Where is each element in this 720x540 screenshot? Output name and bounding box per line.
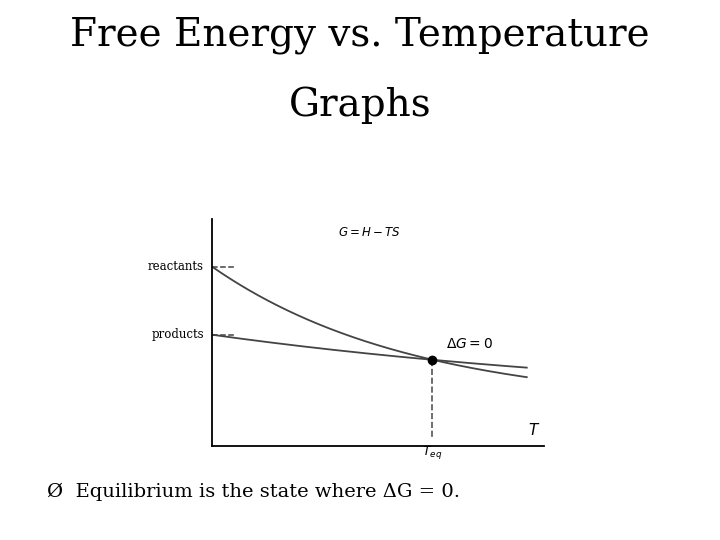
Text: products: products <box>151 328 204 341</box>
Text: Ø  Equilibrium is the state where ΔG = 0.: Ø Equilibrium is the state where ΔG = 0. <box>47 482 460 501</box>
Text: $\Delta G = 0$: $\Delta G = 0$ <box>446 336 493 350</box>
Text: Free Energy vs. Temperature: Free Energy vs. Temperature <box>70 16 650 53</box>
Text: $G = H - TS$: $G = H - TS$ <box>338 226 401 239</box>
Text: reactants: reactants <box>148 260 204 273</box>
Text: $T$: $T$ <box>528 422 541 438</box>
Text: Graphs: Graphs <box>289 86 431 124</box>
Text: $T_{eq}$: $T_{eq}$ <box>422 444 443 461</box>
